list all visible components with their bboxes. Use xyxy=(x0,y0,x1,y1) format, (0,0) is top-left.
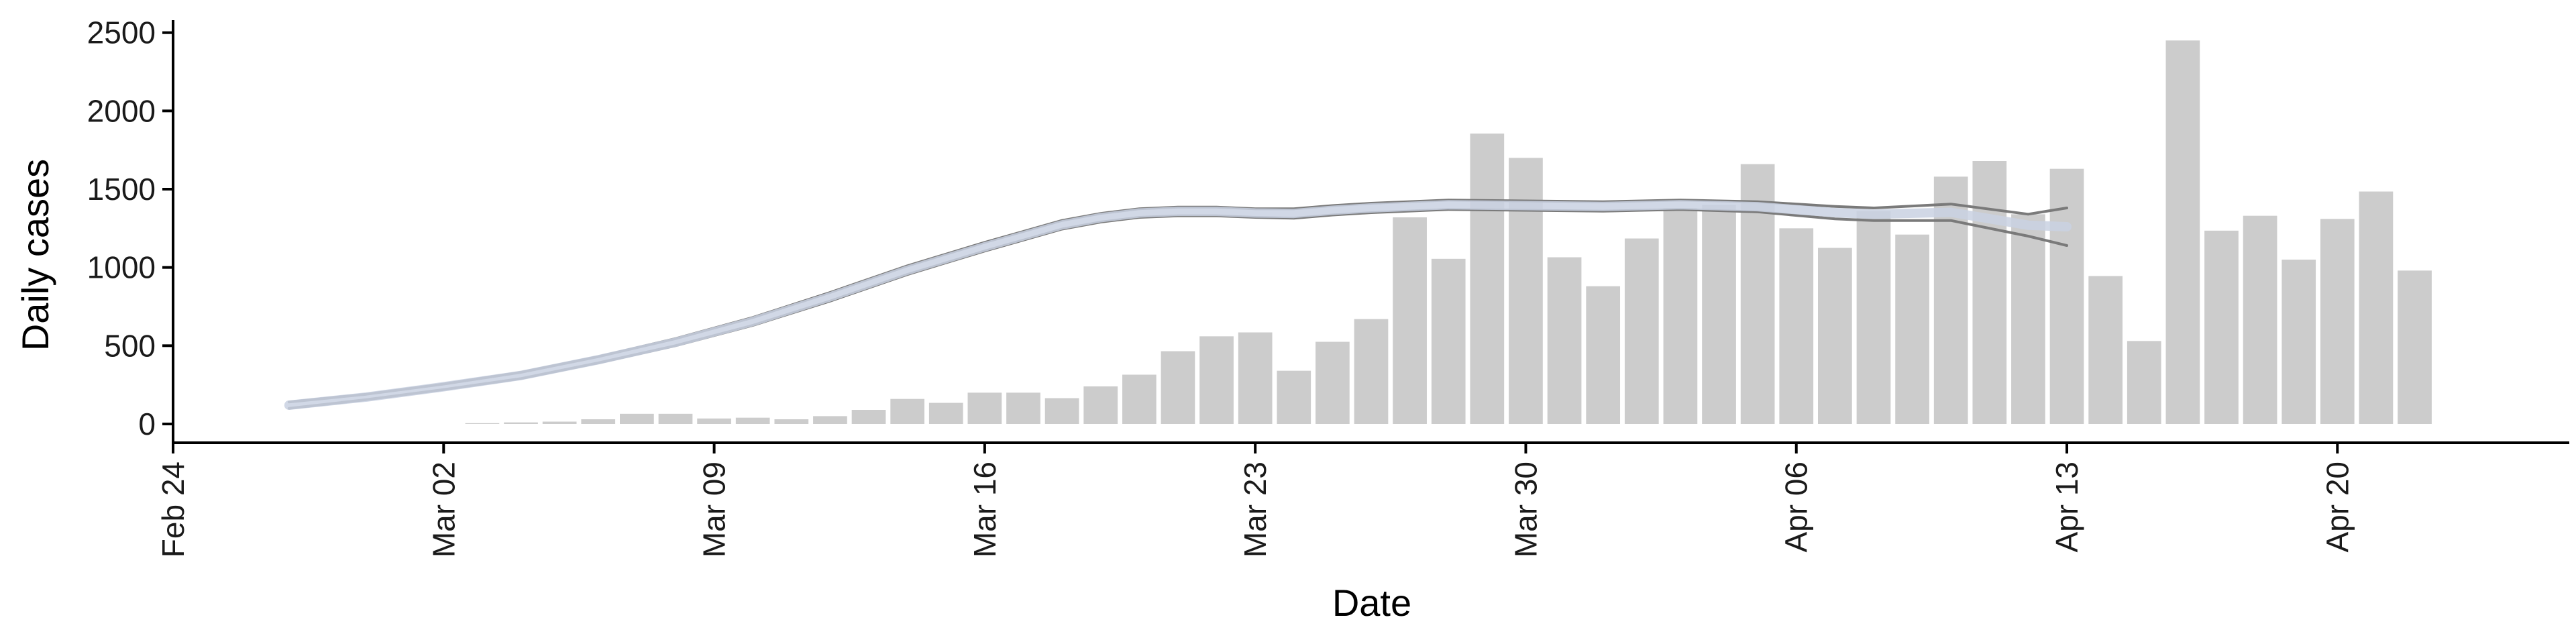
daily-case-bar xyxy=(1083,386,1118,424)
y-tick-label: 1500 xyxy=(87,172,156,207)
daily-case-bar xyxy=(1663,208,1698,424)
daily-case-bar xyxy=(1161,351,1195,424)
daily-case-bar xyxy=(967,392,1002,424)
estimate-line xyxy=(284,200,2072,410)
daily-case-bar xyxy=(1972,161,2007,424)
daily-case-bar xyxy=(1393,217,1427,424)
daily-case-bar xyxy=(890,398,924,424)
y-tick-label: 2500 xyxy=(87,15,156,50)
daily-case-bar xyxy=(1818,248,1852,424)
y-tick-label: 500 xyxy=(104,328,156,363)
daily-case-bar xyxy=(735,417,770,424)
daily-case-bar xyxy=(2088,276,2123,424)
daily-case-bar xyxy=(1547,257,1582,424)
daily-case-bar xyxy=(2049,168,2084,425)
y-tick-label: 2000 xyxy=(87,93,156,128)
y-tick-label: 0 xyxy=(138,407,156,441)
daily-case-bar xyxy=(2243,215,2277,424)
x-tick-label: Mar 23 xyxy=(1238,462,1273,557)
x-tick-label: Mar 02 xyxy=(426,462,461,557)
daily-case-bar xyxy=(1856,211,1891,424)
daily-case-bar xyxy=(2282,260,2316,424)
daily-case-bar xyxy=(1624,238,1659,424)
daily-case-bar xyxy=(2127,341,2161,424)
daily-case-bar xyxy=(2204,230,2239,424)
x-axis-title: Date xyxy=(1332,582,1411,624)
x-tick-group: Feb 24 Mar 02 Mar 09 Mar 16 Mar 23 Mar 30 Apr … xyxy=(156,443,2355,557)
x-tick-label: Mar 30 xyxy=(1509,462,1544,557)
x-tick-label: Mar 16 xyxy=(967,462,1002,557)
y-axis-title: Daily cases xyxy=(14,159,56,351)
daily-case-bar xyxy=(2398,270,2432,424)
daily-case-bar xyxy=(2320,219,2355,424)
daily-case-bar xyxy=(1006,392,1040,424)
daily-case-bar xyxy=(1277,370,1311,424)
daily-case-bar xyxy=(1586,286,1621,424)
daily-case-bar xyxy=(851,410,886,424)
daily-case-bar xyxy=(620,413,654,424)
daily-case-bar xyxy=(813,416,847,424)
bar-group xyxy=(465,40,2432,425)
daily-case-bar xyxy=(1470,133,1505,425)
daily-case-bar xyxy=(1702,205,1736,424)
y-tick-group: 0 500 1000 1500 2000 2500 xyxy=(87,15,173,441)
daily-case-bar xyxy=(1779,228,1814,424)
daily-case-bar xyxy=(1431,258,1466,424)
daily-case-bar xyxy=(1238,332,1273,424)
daily-case-bar xyxy=(1122,374,1157,424)
daily-case-bar xyxy=(2359,191,2394,424)
x-tick-label: Apr 13 xyxy=(2049,462,2084,553)
x-tick-label: Apr 20 xyxy=(2320,462,2355,553)
daily-case-bar xyxy=(1316,341,1350,424)
daily-case-bar xyxy=(2165,40,2200,424)
x-tick-label: Apr 06 xyxy=(1779,462,1814,553)
y-tick-label: 1000 xyxy=(87,250,156,285)
x-tick-label: Mar 09 xyxy=(697,462,732,557)
daily-case-bar xyxy=(1895,234,1929,424)
daily-case-bar xyxy=(1044,398,1079,424)
daily-case-bar xyxy=(1199,336,1234,424)
daily-case-bar xyxy=(697,418,731,424)
daily-case-bar xyxy=(465,423,500,424)
daily-case-bar xyxy=(1509,158,1543,424)
daily-case-bar xyxy=(542,421,577,424)
daily-case-bar xyxy=(928,402,963,424)
daily-case-bar xyxy=(581,419,616,424)
x-tick-label: Feb 24 xyxy=(156,462,191,557)
daily-case-bar xyxy=(774,419,809,424)
daily-case-bar xyxy=(1354,319,1389,424)
line-group xyxy=(284,199,2072,410)
daily-case-bar xyxy=(2011,214,2045,424)
daily-case-bar xyxy=(658,413,693,424)
daily-case-bar xyxy=(504,422,538,424)
